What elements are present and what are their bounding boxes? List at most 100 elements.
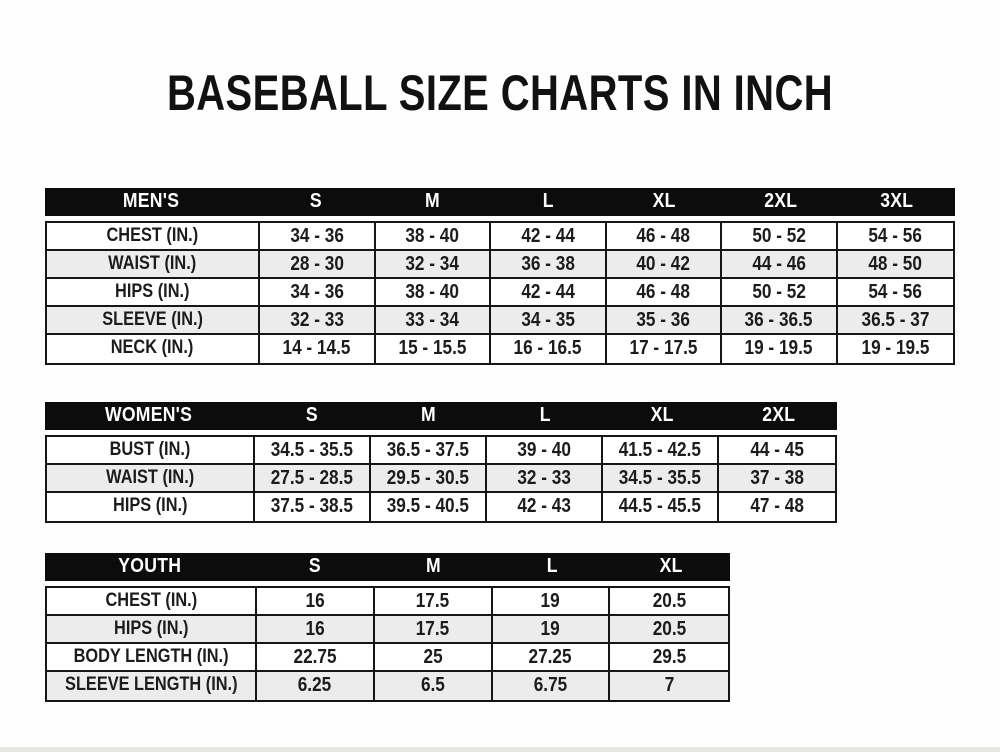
group-label-text: WOMEN'S (105, 404, 193, 426)
row-label-cell-text: BODY LENGTH (IN.) (73, 646, 229, 667)
value-cell: 16 (257, 588, 375, 614)
photo-edge-strip (0, 747, 1000, 752)
value-cell-text: 22.75 (293, 646, 337, 668)
value-cell-text: 54 - 56 (868, 281, 923, 303)
value-cell: 50 - 52 (722, 223, 838, 249)
value-cell: 6.25 (257, 672, 375, 700)
value-cell: 34 - 36 (260, 223, 376, 249)
row-label-cell-text: CHEST (IN.) (105, 590, 197, 611)
row-label-cell-text: NECK (IN.) (111, 337, 194, 358)
value-cell: 32 - 33 (260, 307, 376, 333)
row-label-cell-text: BUST (IN.) (109, 439, 191, 460)
value-cell-text: 29.5 (652, 646, 686, 668)
row-label-cell: SLEEVE (IN.) (47, 307, 260, 333)
value-cell: 19 (493, 588, 611, 614)
value-cell-text: 34 - 35 (520, 309, 575, 331)
group-label: YOUTH (45, 552, 255, 582)
table-row: HIPS (IN.) 34 - 36 38 - 40 42 - 44 46 - 48 50… (47, 279, 953, 307)
row-label-cell-text: WAIST (IN.) (108, 253, 197, 274)
value-cell: 46 - 48 (607, 279, 722, 305)
page-title: BASEBALL SIZE CHARTS IN INCH (166, 65, 834, 121)
value-cell-text: 34 - 36 (289, 281, 344, 303)
table-row: NECK (IN.) 14 - 14.5 15 - 15.5 16 - 16.5 17 … (47, 335, 953, 363)
size-column-header-text: 3XL (880, 190, 914, 212)
row-label-cell: HIPS (IN.) (47, 616, 257, 642)
value-cell-text: 41.5 - 42.5 (618, 439, 702, 461)
value-cell: 6.5 (375, 672, 493, 700)
value-cell-text: 46 - 48 (636, 281, 691, 303)
value-cell: 39.5 - 40.5 (371, 493, 487, 521)
youth-table-header: YOUTH S M L XL (45, 553, 730, 581)
table-row: CHEST (IN.) 16 17.5 19 20.5 (47, 588, 728, 616)
size-column-header-text: L (539, 404, 551, 426)
value-cell-text: 42 - 43 (517, 495, 571, 517)
value-cell-text: 47 - 48 (750, 495, 804, 517)
mens-table-body: CHEST (IN.) 34 - 36 38 - 40 42 - 44 46 - 48 5… (45, 221, 955, 365)
size-column-header-text: XL (650, 404, 674, 426)
group-label-text: MEN'S (123, 190, 180, 212)
row-label-cell: CHEST (IN.) (47, 223, 260, 249)
value-cell: 44.5 - 45.5 (603, 493, 719, 521)
row-label-cell-text: HIPS (IN.) (112, 495, 188, 516)
value-cell-text: 27.25 (528, 646, 572, 668)
value-cell: 39 - 40 (487, 437, 603, 463)
value-cell: 37.5 - 38.5 (255, 493, 371, 521)
value-cell: 32 - 34 (376, 251, 491, 277)
value-cell-text: 35 - 36 (636, 309, 691, 331)
value-cell-text: 19 (540, 590, 560, 612)
value-cell-text: 19 (540, 618, 560, 640)
value-cell-text: 50 - 52 (751, 225, 806, 247)
size-column-header: S (253, 401, 370, 431)
value-cell-text: 38 - 40 (405, 225, 460, 247)
group-label-text: YOUTH (118, 555, 182, 577)
value-cell-text: 25 (423, 646, 443, 668)
size-column-header-text: L (542, 190, 554, 212)
row-label-cell: NECK (IN.) (47, 335, 260, 363)
row-label-cell: BUST (IN.) (47, 437, 255, 463)
value-cell: 46 - 48 (607, 223, 722, 249)
value-cell: 22.75 (257, 644, 375, 670)
value-cell: 50 - 52 (722, 279, 838, 305)
value-cell-text: 28 - 30 (289, 253, 344, 275)
womens-table-body: BUST (IN.) 34.5 - 35.5 36.5 - 37.5 39 - 40 4… (45, 435, 837, 523)
size-column-header: 2XL (720, 401, 837, 431)
value-cell-text: 14 - 14.5 (282, 337, 351, 359)
value-cell: 17 - 17.5 (607, 335, 722, 363)
value-cell-text: 16 (305, 618, 325, 640)
value-cell: 16 - 16.5 (491, 335, 607, 363)
row-label-cell-text: CHEST (IN.) (106, 225, 199, 246)
size-column-header-text: L (546, 555, 558, 577)
value-cell: 16 (257, 616, 375, 642)
table-row: HIPS (IN.) 16 17.5 19 20.5 (47, 616, 728, 644)
womens-table-header: WOMEN'S S M L XL 2XL (45, 402, 837, 430)
row-label-cell: WAIST (IN.) (47, 251, 260, 277)
size-column-header: M (370, 401, 487, 431)
value-cell: 37 - 38 (719, 465, 835, 491)
value-cell: 35 - 36 (607, 307, 722, 333)
value-cell: 40 - 42 (607, 251, 722, 277)
value-cell: 34 - 35 (491, 307, 607, 333)
size-column-header: S (258, 187, 374, 217)
value-cell: 42 - 43 (487, 493, 603, 521)
value-cell: 7 (610, 672, 728, 700)
value-cell: 36.5 - 37 (838, 307, 954, 333)
value-cell: 20.5 (610, 588, 728, 614)
value-cell-text: 17.5 (415, 618, 450, 640)
value-cell: 38 - 40 (376, 279, 491, 305)
value-cell-text: 37 - 38 (750, 467, 804, 489)
size-column-header: XL (606, 187, 722, 217)
row-label-cell-text: WAIST (IN.) (105, 467, 195, 488)
value-cell-text: 39.5 - 40.5 (386, 495, 470, 517)
value-cell-text: 6.25 (298, 674, 332, 696)
size-column-header: S (255, 552, 374, 582)
value-cell: 41.5 - 42.5 (603, 437, 719, 463)
value-cell-text: 36.5 - 37 (861, 309, 930, 331)
value-cell-text: 44 - 46 (751, 253, 806, 275)
value-cell-text: 46 - 48 (636, 225, 691, 247)
value-cell-text: 6.5 (420, 674, 445, 696)
value-cell: 17.5 (375, 616, 493, 642)
value-cell-text: 16 - 16.5 (513, 337, 582, 359)
value-cell-text: 34.5 - 35.5 (270, 439, 354, 461)
value-cell-text: 15 - 15.5 (398, 337, 467, 359)
size-column-header-text: S (310, 190, 323, 212)
